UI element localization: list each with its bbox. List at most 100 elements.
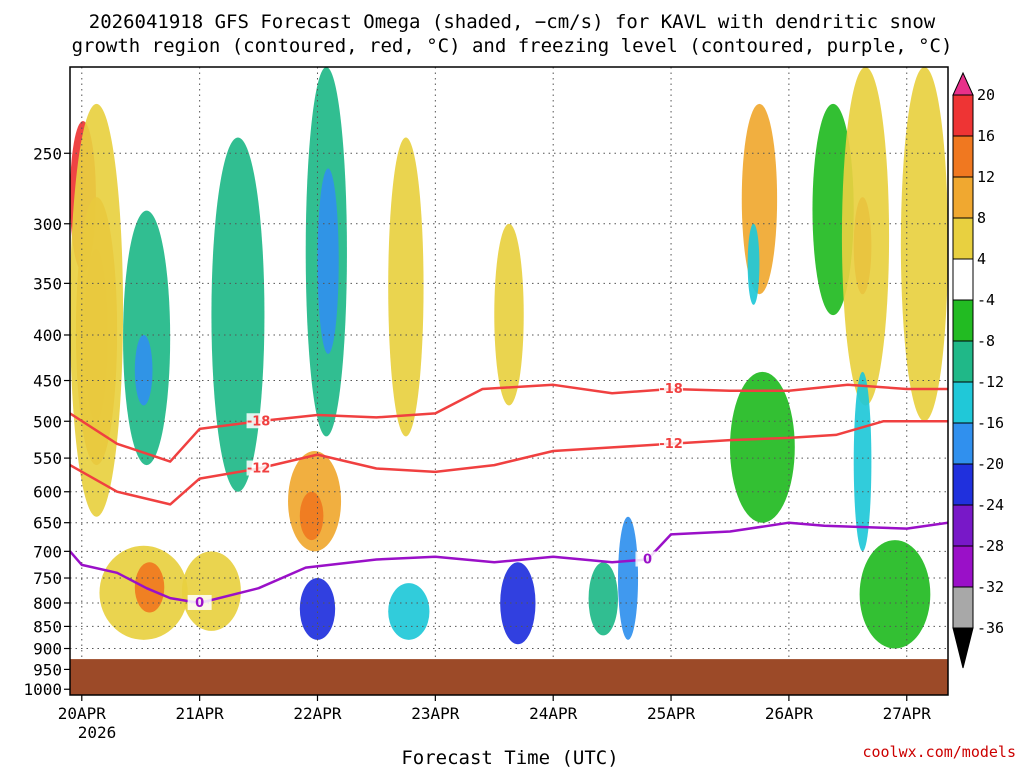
omega-cell bbox=[70, 103, 124, 517]
contour-label-bg bbox=[659, 435, 684, 451]
omega-cell bbox=[741, 103, 778, 295]
colorbar-swatch bbox=[952, 381, 974, 424]
colorbar-tick-label: -16 bbox=[977, 414, 1004, 432]
contour-line bbox=[70, 383, 948, 463]
colorbar-tick-label: 4 bbox=[977, 250, 986, 268]
y-tick-label: 300 bbox=[33, 215, 62, 234]
omega-shading bbox=[70, 67, 948, 649]
y-tick-label: 500 bbox=[33, 412, 62, 431]
omega-cell bbox=[317, 168, 339, 354]
y-tick-label: 450 bbox=[33, 372, 62, 391]
credit-text: coolwx.com/models bbox=[862, 743, 1016, 761]
colorbar: 20 16 12 8 4 -4 -8 -12 -16 -20 -24 -28 -32 -36 bbox=[952, 71, 1004, 669]
plot-area: -18 -18 -12 -12 0 0 bbox=[70, 67, 948, 695]
x-tick-label: 23APR bbox=[411, 704, 460, 723]
y-tick-label: 700 bbox=[33, 542, 62, 561]
y-tick-label: 800 bbox=[33, 594, 62, 613]
omega-cell bbox=[388, 137, 424, 437]
y-tick-label: 550 bbox=[33, 449, 62, 468]
omega-cell bbox=[729, 371, 795, 523]
colorbar-tick-label: -8 bbox=[977, 332, 995, 350]
x-tick-label: 21APR bbox=[176, 704, 225, 723]
contour-label: -12 bbox=[659, 437, 683, 452]
colorbar-swatch bbox=[952, 422, 974, 465]
colorbar-tick-label: -32 bbox=[977, 578, 1004, 596]
omega-cell bbox=[388, 583, 430, 640]
y-tick-label: 850 bbox=[33, 617, 62, 636]
omega-cell bbox=[859, 540, 931, 649]
colorbar-swatch bbox=[952, 545, 974, 588]
colorbar-swatch bbox=[952, 217, 974, 260]
colorbar-swatch bbox=[952, 463, 974, 506]
colorbar-swatch bbox=[952, 504, 974, 547]
x-tick-label: 20APR bbox=[58, 704, 107, 723]
contour-label-bg bbox=[187, 594, 212, 610]
omega-cell bbox=[181, 551, 241, 631]
colorbar-top-arrow bbox=[952, 71, 974, 96]
omega-cell bbox=[853, 371, 872, 552]
contour-label-bg bbox=[246, 413, 271, 429]
y-tick-label: 400 bbox=[33, 326, 62, 345]
y-tick-label: 650 bbox=[33, 514, 62, 533]
contour-line bbox=[70, 420, 948, 506]
contour-label-bg bbox=[659, 381, 684, 397]
colorbar-swatch bbox=[952, 258, 974, 301]
y-tick-label: 900 bbox=[33, 640, 62, 659]
contour-lines: -18 -18 -12 -12 0 0 bbox=[70, 381, 948, 611]
colorbar-tick-label: 12 bbox=[977, 168, 995, 186]
omega-cell bbox=[900, 67, 948, 422]
x-tick-label: 22APR bbox=[293, 704, 342, 723]
colorbar-tick-label: -24 bbox=[977, 496, 1004, 514]
contour-label: -18 bbox=[659, 382, 683, 397]
chart-title-line-1: 2026041918 GFS Forecast Omega (shaded, −… bbox=[89, 11, 936, 33]
omega-cell bbox=[500, 562, 536, 645]
y-tick-label: 750 bbox=[33, 569, 62, 588]
colorbar-tick-label: -4 bbox=[977, 291, 995, 309]
contour-label: -12 bbox=[247, 462, 271, 477]
colorbar-tick-label: 20 bbox=[977, 86, 995, 104]
contour-line bbox=[70, 521, 948, 605]
chart-title-line-2: growth region (contoured, red, °C) and f… bbox=[72, 35, 953, 57]
colorbar-bottom-arrow bbox=[952, 627, 974, 669]
contour-label-bg bbox=[635, 551, 660, 567]
colorbar-tick-label: -20 bbox=[977, 455, 1004, 473]
colorbar-swatch bbox=[952, 94, 974, 137]
omega-cell bbox=[299, 491, 324, 541]
colorbar-tick-label: 8 bbox=[977, 209, 986, 227]
y-axis: 250 300 350 400 450 500 550 600 650 700 750 800 850 9… bbox=[23, 144, 70, 699]
omega-cell bbox=[618, 516, 639, 640]
omega-cell bbox=[747, 223, 760, 305]
x-year-label: 2026 bbox=[78, 723, 117, 742]
y-tick-label: 600 bbox=[33, 483, 62, 502]
omega-cell bbox=[211, 137, 265, 492]
omega-cell bbox=[134, 334, 153, 406]
y-tick-label: 350 bbox=[33, 274, 62, 293]
terrain-fill bbox=[70, 659, 948, 695]
contour-label: -18 bbox=[247, 414, 271, 429]
y-tick-label: 250 bbox=[33, 144, 62, 163]
colorbar-swatch bbox=[952, 340, 974, 383]
x-axis-title: Forecast Time (UTC) bbox=[401, 747, 618, 768]
colorbar-tick-label: -28 bbox=[977, 537, 1004, 555]
x-tick-label: 27APR bbox=[883, 704, 932, 723]
contour-label: 0 bbox=[643, 553, 652, 568]
omega-cell bbox=[299, 578, 336, 640]
colorbar-swatch bbox=[952, 299, 974, 342]
x-tick-label: 25APR bbox=[647, 704, 696, 723]
y-tick-label: 950 bbox=[33, 660, 62, 679]
colorbar-swatch bbox=[952, 176, 974, 219]
colorbar-swatch bbox=[952, 586, 974, 629]
omega-cell bbox=[588, 562, 619, 636]
omega-cell bbox=[494, 223, 524, 406]
x-axis: 20APR 21APR 22APR 23APR 24APR 25APR 26APR 27APR bbox=[58, 695, 931, 723]
omega-cell bbox=[841, 67, 890, 406]
colorbar-swatch bbox=[952, 135, 974, 178]
colorbar-tick-label: 16 bbox=[977, 127, 995, 145]
contour-label-bg bbox=[246, 460, 271, 476]
x-tick-label: 24APR bbox=[529, 704, 578, 723]
x-tick-label: 26APR bbox=[765, 704, 814, 723]
contour-label: 0 bbox=[195, 596, 204, 611]
colorbar-tick-label: -36 bbox=[977, 619, 1004, 637]
colorbar-tick-label: -12 bbox=[977, 373, 1004, 391]
